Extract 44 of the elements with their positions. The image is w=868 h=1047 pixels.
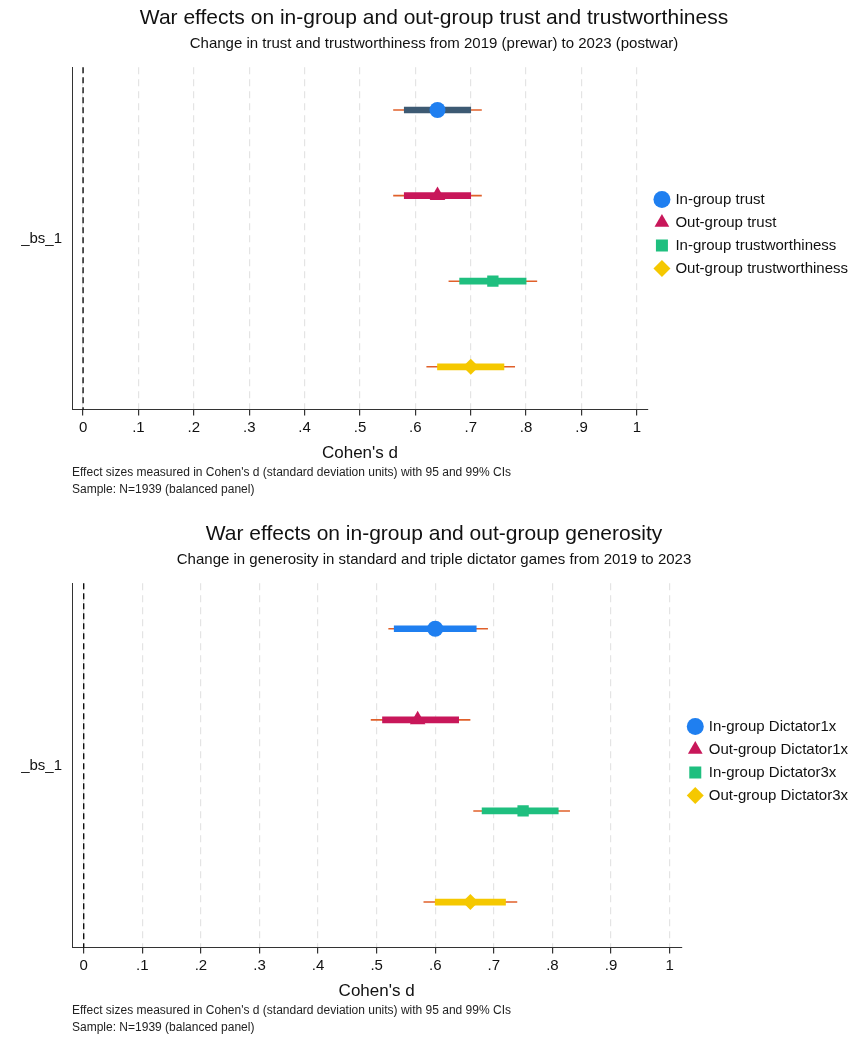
x-tick-label: .2 (194, 955, 208, 973)
legend-label: In-group Dictator1x (708, 716, 837, 734)
x-tick-label: .8 (546, 955, 559, 973)
x-tick-label: .1 (132, 417, 145, 435)
text: Sample: N=1939 (balanced panel) (72, 1019, 256, 1036)
x-tick-label: .1 (136, 955, 149, 973)
x-tick-label: .3 (253, 955, 266, 973)
legend-label: In-group trust (675, 189, 766, 207)
x-tick-label: .7 (487, 955, 501, 973)
legend-label: In-group trustworthiness (675, 235, 837, 253)
text: Effect sizes measured in Cohen's d (standard deviation units) with 95 and 99% CIs (72, 464, 512, 481)
x-tick-label: .3 (242, 417, 256, 435)
x-tick-label: 1 (632, 417, 642, 435)
x-tick-label: 0 (79, 955, 88, 973)
chart-subtitle: Change in trust and trustworthiness from 2019 (prewar) to 2023 (postwar) (189, 34, 679, 52)
chart-title: War effects on in-group and out-group generosity (205, 521, 663, 545)
x-tick-label: .9 (604, 955, 618, 973)
x-tick-label: .4 (311, 955, 325, 973)
x-tick-label: 0 (78, 417, 88, 435)
legend-label: Out-group Dictator1x (708, 739, 849, 757)
legend-label: Out-group trust (675, 212, 778, 230)
x-tick-label: .4 (298, 417, 311, 435)
x-tick-label: .5 (353, 417, 367, 435)
x-tick-label: .5 (370, 955, 383, 973)
text: Sample: N=1939 (balanced panel) (72, 481, 256, 498)
legend-label: In-group Dictator3x (708, 762, 837, 780)
x-axis-title: Cohen's d (321, 443, 398, 463)
point (427, 620, 444, 637)
x-tick-label: .9 (575, 417, 588, 435)
x-tick-label: .6 (428, 955, 442, 973)
chart-subtitle: Change in generosity in standard and triple dictator games from 2019 to 2023 (176, 550, 692, 568)
text: Effect sizes measured in Cohen's d (standard deviation units) with 95 and 99% CIs (72, 1002, 512, 1019)
legend-label: Out-group trustworthiness (675, 258, 848, 276)
point (517, 805, 529, 817)
x-tick-label: .6 (409, 417, 422, 435)
x-tick-label: .8 (519, 417, 533, 435)
x-tick-label: .2 (187, 417, 201, 435)
x-tick-label: .7 (464, 417, 477, 435)
x-axis-title: Cohen's d (338, 981, 415, 1001)
y-axis-title: _bs_1 (20, 755, 62, 773)
chart-title: War effects on in-group and out-group trust and trustworthiness (139, 5, 729, 29)
y-axis-title: _bs_1 (20, 228, 62, 246)
x-tick-label: 1 (665, 955, 674, 973)
legend-label: Out-group Dictator3x (708, 785, 849, 803)
